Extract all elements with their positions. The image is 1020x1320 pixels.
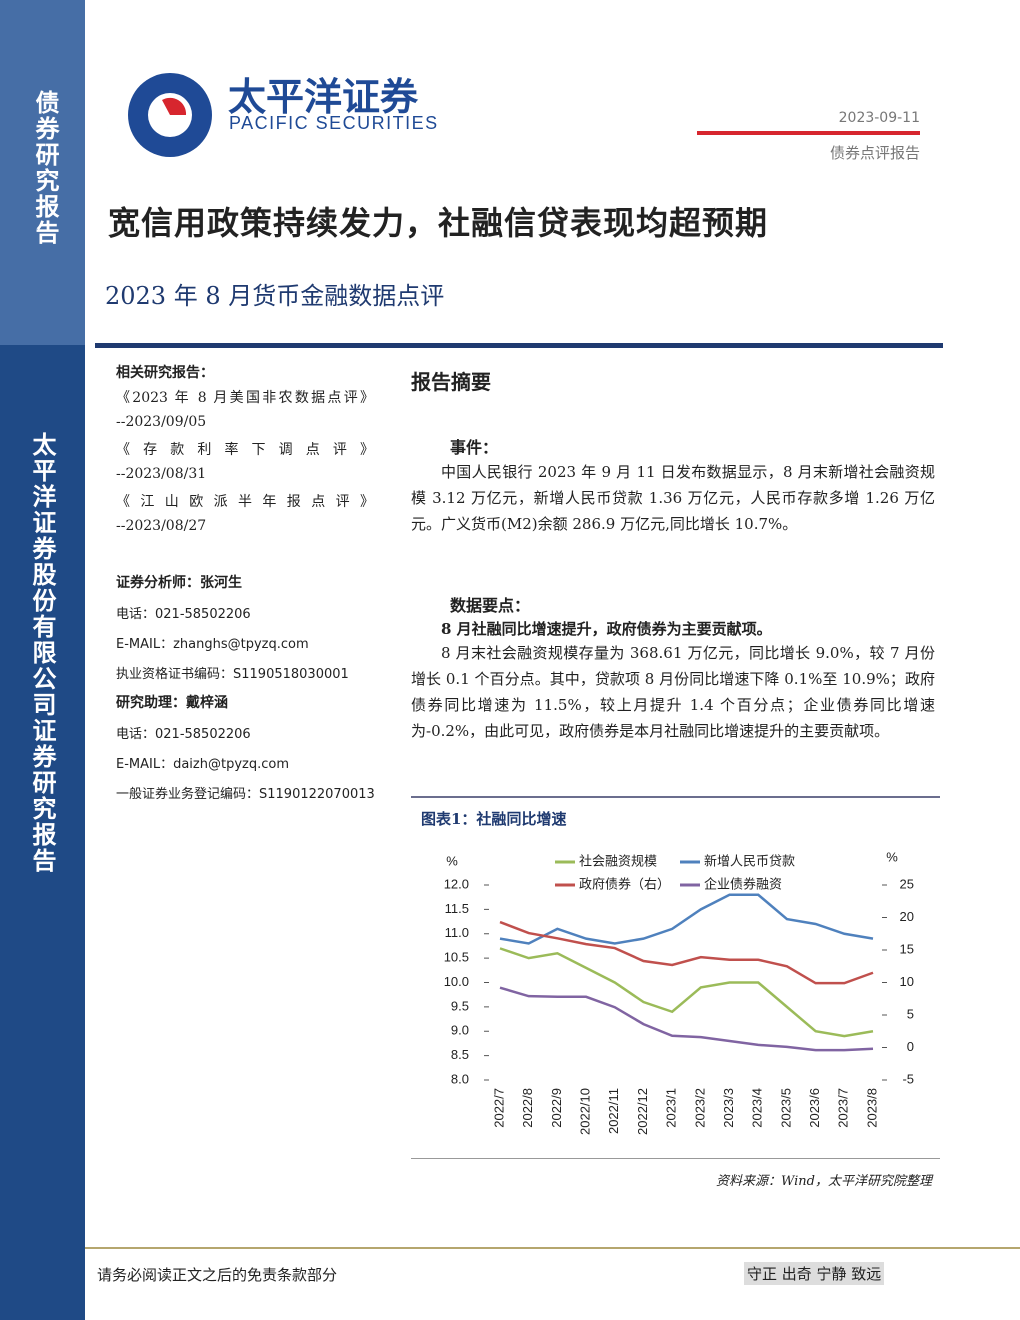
assistant: 研究助理：戴梓涵 bbox=[116, 695, 228, 711]
y2-tick-label: 0 bbox=[907, 1039, 914, 1054]
section-heading: 报告摘要 bbox=[411, 370, 491, 394]
paragraph: 中国人民银行 2023 年 9 月 11 日发布数据显示，8 月末新增社会融资规… bbox=[411, 463, 935, 533]
x-tick-label: 2023/8 bbox=[864, 1088, 879, 1128]
x-tick-label: 2022/9 bbox=[549, 1088, 564, 1128]
x-tick-label: 2023/3 bbox=[721, 1088, 736, 1128]
y-tick-label: 9.5 bbox=[451, 998, 469, 1013]
report-date: --2023/09/05 bbox=[116, 414, 207, 430]
x-tick-label: 2022/12 bbox=[635, 1088, 650, 1135]
y-tick-label: 12.0 bbox=[444, 876, 469, 891]
series-line bbox=[499, 986, 874, 1052]
company-name: 太平洋证券 bbox=[228, 75, 419, 119]
motto: 守正 出奇 宁静 致远 bbox=[744, 1262, 885, 1285]
y2-tick-label: 15 bbox=[900, 941, 914, 956]
report-type: 债券点评报告 bbox=[829, 144, 920, 162]
cert: 一般证券业务登记编码：S1190122070013 bbox=[116, 787, 375, 802]
email: E-MAIL：daizh@tpyzq.com bbox=[116, 757, 289, 772]
report-date: --2023/08/27 bbox=[116, 518, 207, 534]
y2-tick-label: 20 bbox=[900, 909, 914, 924]
legend-label: 政府债券（右） bbox=[579, 876, 670, 891]
rule bbox=[697, 131, 920, 135]
phone: 电话：021-58502206 bbox=[116, 727, 251, 742]
legend-label: 新增人民币贷款 bbox=[704, 853, 795, 868]
logo bbox=[105, 25, 212, 193]
subheading: 事件： bbox=[450, 438, 499, 457]
legend-label: 社会融资规模 bbox=[579, 853, 657, 868]
paragraph-bold: 8 月社融同比增速提升，政府债券为主要贡献项。 bbox=[441, 620, 772, 638]
x-tick-label: 2023/2 bbox=[692, 1088, 707, 1128]
x-tick-label: 2023/1 bbox=[664, 1088, 679, 1128]
y-tick-label: 8.0 bbox=[451, 1071, 469, 1086]
series-line bbox=[499, 893, 874, 945]
legend-label: 企业债券融资 bbox=[704, 876, 782, 891]
x-tick-label: 2022/10 bbox=[578, 1088, 593, 1135]
x-tick-label: 2023/7 bbox=[836, 1088, 851, 1128]
phone: 电话：021-58502206 bbox=[116, 607, 251, 622]
y2-tick-label: 5 bbox=[907, 1006, 914, 1021]
sidebar-label: 债券研究报告 bbox=[31, 90, 60, 246]
title: 宽信用政策持续发力，社融信贷表现均超预期 bbox=[108, 204, 769, 242]
series-line bbox=[499, 947, 874, 1038]
heading: 相关研究报告： bbox=[116, 365, 214, 381]
paragraph: 8 月末社会融资规模存量为 368.61 万亿元，同比增长 9.0%，较 7 月… bbox=[411, 644, 935, 740]
y-tick-label: 10.0 bbox=[444, 974, 469, 989]
report-date: --2023/08/31 bbox=[116, 466, 207, 482]
email: E-MAIL：zhanghs@tpyzq.com bbox=[116, 637, 309, 652]
rule bbox=[85, 1247, 1020, 1249]
y2-tick-label: 10 bbox=[900, 974, 914, 989]
axis-unit: % bbox=[446, 853, 458, 868]
report-title: 《江山欧派半年报点评》 bbox=[116, 494, 374, 510]
y-tick-label: 11.0 bbox=[445, 925, 469, 940]
x-tick-label: 2022/11 bbox=[606, 1088, 621, 1134]
x-tick-label: 2022/7 bbox=[491, 1088, 506, 1128]
y2-tick-label: -5 bbox=[902, 1071, 914, 1086]
y-tick-label: 8.5 bbox=[451, 1047, 469, 1062]
y-tick-label: 10.5 bbox=[444, 950, 469, 965]
report-title: 《存款利率下调点评》 bbox=[116, 442, 374, 458]
chart: % % 8.0 8.5 9.0 9.5 10.0 10.5 11.0 11.5 12.0 -5 0 5 10… bbox=[444, 849, 914, 1135]
rule bbox=[95, 343, 943, 348]
x-tick-label: 2022/8 bbox=[520, 1088, 535, 1128]
y-tick-label: 9.0 bbox=[451, 1023, 469, 1038]
sidebar-label: 太平洋证券股份有限公司证券研究报告 bbox=[28, 432, 57, 874]
axis-unit: % bbox=[886, 849, 898, 864]
subheading: 数据要点： bbox=[450, 596, 531, 615]
x-tick-label: 2023/6 bbox=[807, 1088, 822, 1128]
chart-title: 图表1：社融同比增速 bbox=[421, 810, 567, 828]
sidebar-bottom bbox=[0, 345, 85, 1320]
x-tick-label: 2023/4 bbox=[750, 1088, 765, 1128]
company-name-en: PACIFIC SECURITIES bbox=[229, 113, 439, 133]
cert: 执业资格证书编码：S1190518030001 bbox=[116, 667, 349, 682]
date: 2023-09-11 bbox=[838, 110, 920, 126]
source: 资料来源：Wind，太平洋研究院整理 bbox=[716, 1174, 932, 1189]
y-tick-label: 11.5 bbox=[445, 901, 469, 916]
report-title: 《2023 年 8 月美国非农数据点评》 bbox=[116, 390, 374, 406]
subtitle: 2023 年 8 月货币金融数据点评 bbox=[105, 282, 445, 310]
rule bbox=[411, 796, 940, 798]
x-tick-label: 2023/5 bbox=[778, 1088, 793, 1128]
y2-tick-label: 25 bbox=[900, 876, 914, 891]
disclaimer: 请务必阅读正文之后的免责条款部分 bbox=[97, 1266, 338, 1284]
analyst: 证券分析师：张河生 bbox=[116, 575, 242, 591]
sidebar-top bbox=[0, 0, 85, 345]
series-line bbox=[499, 920, 874, 985]
rule bbox=[411, 1158, 940, 1159]
